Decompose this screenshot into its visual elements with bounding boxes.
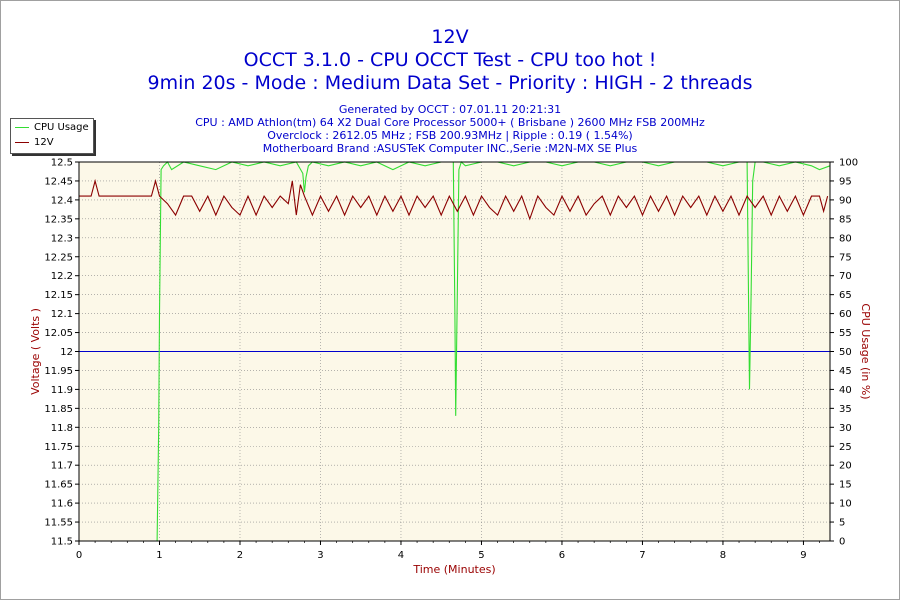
series-line-12v	[79, 178, 829, 221]
axes-group: 11.5 11.55 11.6 11.65 11.7 11.75 11.8 11.85 11.9…	[44, 158, 858, 562]
y2-tick-label: 80	[839, 233, 852, 244]
y2-tick-label: 35	[839, 404, 852, 415]
y-tick-label: 11.8	[51, 423, 73, 434]
y-tick-label: 12.45	[44, 176, 73, 187]
y-tick-label: 11.55	[44, 518, 73, 529]
x-tick-label: 1	[156, 550, 162, 561]
legend-label-cpu-usage: CPU Usage	[34, 122, 89, 133]
legend-swatch-12v	[15, 141, 29, 143]
x-tick-label: 5	[478, 550, 484, 561]
y2-tick-label: 70	[839, 271, 852, 282]
info-generated: Generated by OCCT : 07.01.11 20:21:31	[338, 103, 562, 116]
info-overclock: Overclock : 2612.05 MHz ; FSB 200.93MHz …	[267, 129, 633, 142]
y-tick-label: 11.5	[51, 537, 73, 548]
y2-tick-label: 75	[839, 252, 852, 263]
y2-tick-label: 5	[839, 518, 845, 529]
y-tick-label: 12.1	[51, 309, 73, 320]
x-tick-label: 2	[237, 550, 243, 561]
chart-title: 12V	[431, 26, 469, 48]
chart-subtitle: OCCT 3.1.0 - CPU OCCT Test - CPU too hot…	[243, 49, 657, 71]
chart-legend: CPU Usage 12V	[10, 118, 94, 154]
y-tick-label: 11.7	[51, 461, 73, 472]
chart-subtitle-2: 9min 20s - Mode : Medium Data Set - Prio…	[147, 72, 753, 94]
y-tick-label: 12.4	[51, 195, 73, 206]
y2-tick-label: 65	[839, 290, 852, 301]
y-tick-label: 12.35	[44, 214, 73, 225]
y2-axis-label: CPU Usage (in %)	[859, 303, 872, 399]
y-tick-label: 12.3	[51, 233, 73, 244]
y2-tick-label: 50	[839, 347, 852, 358]
y2-tick-label: 85	[839, 214, 852, 225]
y2-tick-label: 10	[839, 499, 852, 510]
legend-swatch-cpu-usage	[15, 126, 29, 128]
y2-tick-label: 90	[839, 195, 852, 206]
y2-tick-label: 30	[839, 423, 852, 434]
y-tick-label: 12.2	[51, 271, 73, 282]
x-tick-label: 8	[720, 550, 726, 561]
y2-tick-label: 100	[839, 158, 858, 169]
x-tick-label: 0	[76, 550, 82, 561]
y2-tick-label: 15	[839, 480, 852, 491]
y-tick-label: 11.65	[44, 480, 73, 491]
y-tick-label: 12.5	[51, 158, 73, 169]
y-tick-label: 12.25	[44, 252, 73, 263]
info-motherboard: Motherboard Brand :ASUSTeK Computer INC.…	[262, 142, 638, 155]
y-tick-label: 11.75	[44, 442, 73, 453]
y2-tick-label: 45	[839, 366, 852, 377]
legend-item-12v: 12V	[15, 136, 54, 150]
x-tick-label: 6	[559, 550, 565, 561]
legend-item-cpu-usage: CPU Usage	[15, 121, 89, 135]
series-line-cpu-usage	[156, 161, 831, 542]
y-tick-label: 12.05	[44, 328, 73, 339]
y-tick-label: 11.95	[44, 366, 73, 377]
y2-tick-label: 20	[839, 461, 852, 472]
x-tick-label: 9	[800, 550, 806, 561]
y2-tick-label: 60	[839, 309, 852, 320]
y-tick-label: 11.6	[51, 499, 73, 510]
plot-border	[78, 161, 831, 542]
series-group	[79, 161, 831, 542]
x-axis-label: Time (Minutes)	[412, 563, 495, 576]
x-tick-label: 3	[317, 550, 323, 561]
y2-tick-label: 25	[839, 442, 852, 453]
legend-label-12v: 12V	[34, 137, 54, 148]
y-tick-label: 11.85	[44, 404, 73, 415]
x-tick-label: 4	[398, 550, 404, 561]
y2-tick-label: 40	[839, 385, 852, 396]
y-axis-label: Voltage ( Volts )	[29, 308, 42, 395]
y2-tick-label: 95	[839, 176, 852, 187]
y-tick-label: 12.15	[44, 290, 73, 301]
y-tick-label: 12	[60, 347, 73, 358]
y2-tick-label: 55	[839, 328, 852, 339]
info-cpu: CPU : AMD Athlon(tm) 64 X2 Dual Core Pro…	[195, 116, 705, 129]
y-tick-label: 11.9	[51, 385, 73, 396]
x-tick-label: 7	[639, 550, 645, 561]
y2-tick-label: 0	[839, 537, 845, 548]
